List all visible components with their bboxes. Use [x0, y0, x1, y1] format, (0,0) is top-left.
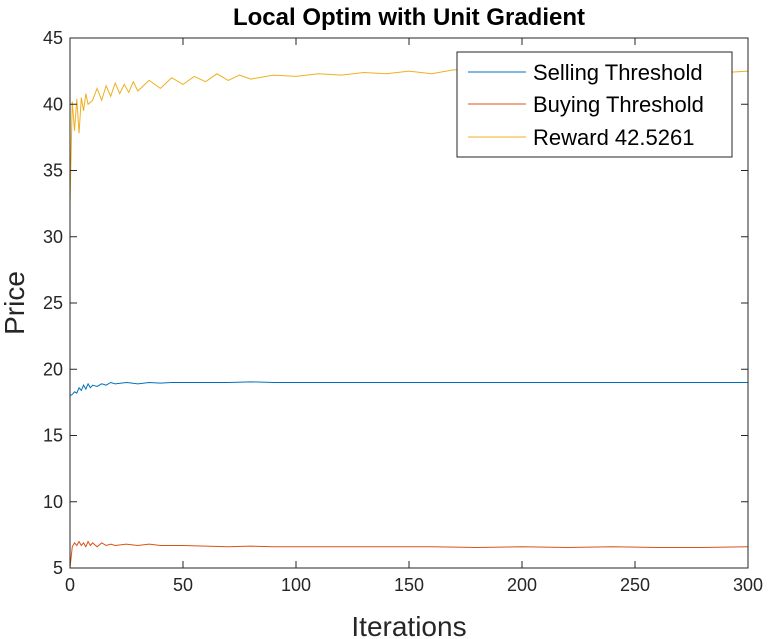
x-tick-label: 250	[620, 575, 650, 595]
x-tick-label: 300	[733, 575, 763, 595]
legend-label-reward: Reward 42.5261	[533, 125, 694, 150]
x-tick-label: 100	[281, 575, 311, 595]
y-tick-label: 30	[43, 227, 63, 247]
series-line-selling-threshold	[69, 381, 748, 397]
chart-title: Local Optim with Unit Gradient	[233, 4, 585, 31]
legend-label-buying: Buying Threshold	[533, 92, 704, 117]
y-tick-label: 35	[43, 161, 63, 181]
y-tick-label: 5	[53, 558, 63, 578]
x-axis-label: Iterations	[351, 611, 466, 639]
x-tick-label: 0	[65, 575, 75, 595]
legend-label-selling: Selling Threshold	[533, 60, 703, 85]
series-line-buying-threshold	[69, 540, 749, 569]
y-tick-label: 10	[43, 492, 63, 512]
y-tick-label: 25	[43, 293, 63, 313]
x-tick-label: 150	[394, 575, 424, 595]
y-tick-label: 40	[43, 94, 63, 114]
y-axis-label: Price	[0, 271, 30, 335]
y-tick-label: 45	[43, 28, 63, 48]
axes-layer: 0 50 100 150 200 250 300 5 10 15 20 25 30 35 40 45	[43, 28, 763, 595]
legend: Selling Threshold Buying Threshold Rewar…	[456, 51, 733, 158]
x-tick-label: 50	[173, 575, 193, 595]
x-tick-label: 200	[507, 575, 537, 595]
y-tick-label: 15	[43, 426, 63, 446]
y-tick-label: 20	[43, 359, 63, 379]
